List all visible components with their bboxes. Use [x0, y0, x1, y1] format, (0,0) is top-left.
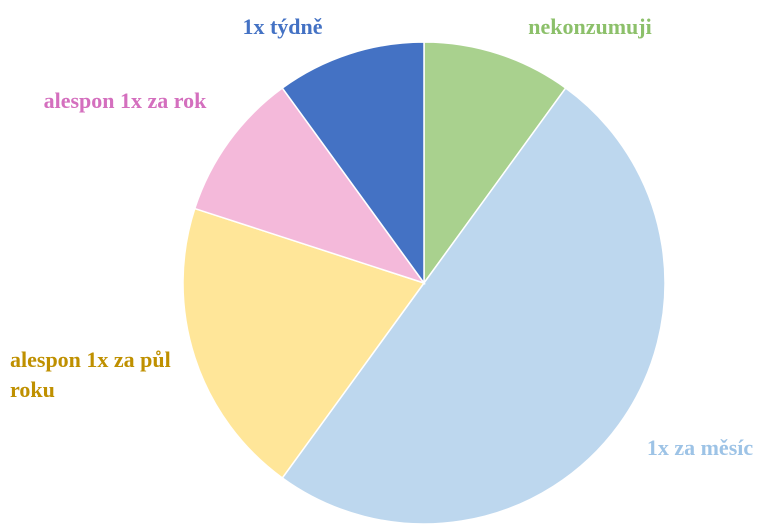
pie-slice: [281, 41, 425, 286]
slice-label: alespon 1x za rok: [43, 88, 207, 113]
pie-slice: [423, 41, 567, 286]
pie-slice: [281, 86, 666, 525]
slice-label: 1x za měsíc: [646, 435, 754, 460]
pie-slice: [182, 207, 426, 480]
slice-label: nekonzumuji: [528, 14, 652, 39]
slice-label: alespon 1x za půl roku: [10, 347, 171, 402]
pie-slice: [193, 86, 426, 285]
slice-label: 1x týdně: [242, 14, 323, 39]
